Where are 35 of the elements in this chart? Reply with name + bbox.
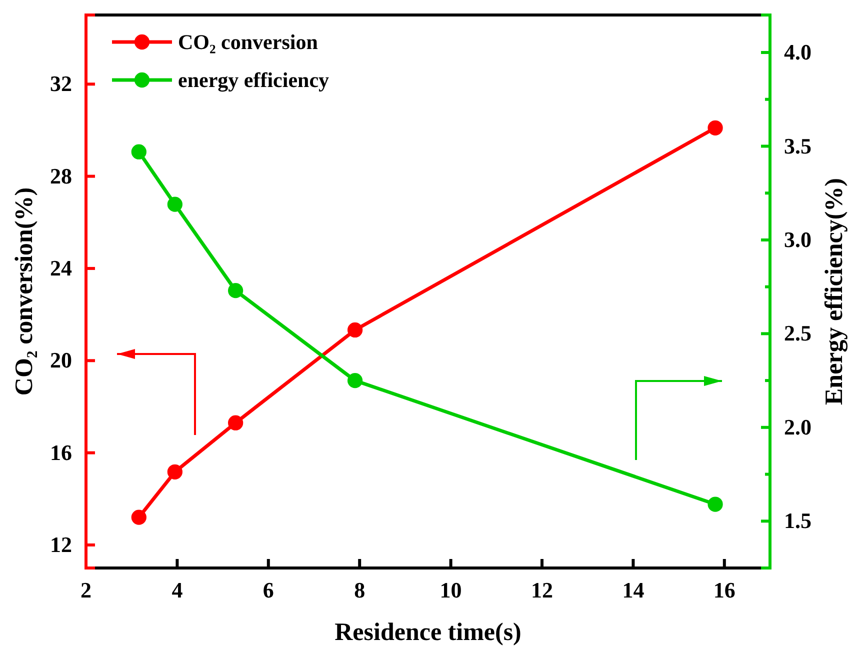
y2-tick-label: 2.0 [784, 414, 812, 440]
point [347, 322, 363, 338]
point [347, 372, 363, 388]
x-tick-label: 10 [440, 578, 462, 603]
legend-label: energy efficiency [178, 68, 330, 92]
y2-tick-label: 3.0 [784, 226, 812, 252]
y-tick-label: 32 [50, 71, 72, 96]
y-tick-label: 28 [50, 163, 72, 188]
y2-tick-label: 3.5 [784, 133, 812, 158]
y-tick-label: 16 [50, 440, 72, 465]
x-tick-label: 6 [262, 578, 274, 603]
x-tick-label: 16 [713, 578, 736, 603]
y-tick-label: 20 [50, 348, 72, 373]
y-axis-title: CO₂ conversion(%) [11, 187, 38, 396]
point [167, 464, 182, 480]
point [228, 415, 244, 430]
legend-label: CO₂ conversion [178, 30, 318, 54]
y2-tick-label: 2.5 [784, 320, 812, 346]
point [131, 510, 146, 525]
x-tick-label: 2 [80, 578, 92, 603]
x-tick-label: 14 [622, 578, 644, 603]
y-tick-label: 24 [50, 256, 72, 280]
x-tick-label: 4 [172, 578, 183, 603]
point [167, 196, 182, 212]
point [708, 496, 723, 512]
point [131, 144, 146, 160]
x-tick-label: 12 [531, 578, 553, 603]
point [228, 283, 244, 298]
x-tick-label: 8 [354, 578, 366, 603]
point [708, 120, 723, 136]
y2-tick-label: 1.5 [784, 508, 812, 534]
x-axis-title: Residence time(s) [334, 619, 522, 646]
y-tick-label: 12 [50, 532, 72, 557]
y2-tick-label: 4.0 [784, 40, 812, 65]
y2-axis-title: Energy efficiency(%) [821, 178, 848, 406]
